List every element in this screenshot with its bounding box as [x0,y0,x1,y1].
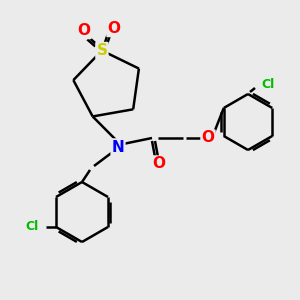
Text: O: O [202,130,214,146]
Text: N: N [112,140,124,154]
Text: Cl: Cl [261,77,274,91]
Text: O: O [152,157,166,172]
Text: O: O [77,23,90,38]
Text: O: O [107,21,120,36]
Text: Cl: Cl [26,220,39,233]
Text: S: S [96,43,107,58]
